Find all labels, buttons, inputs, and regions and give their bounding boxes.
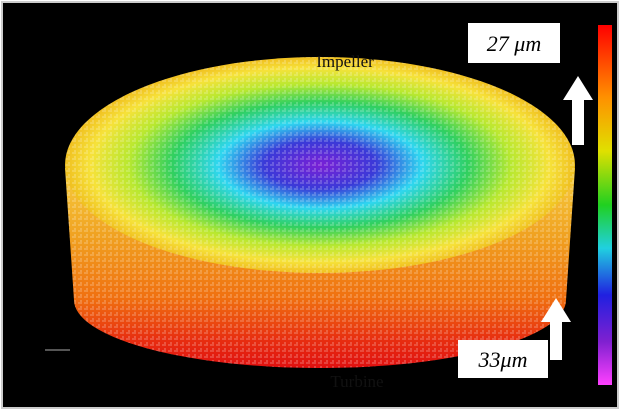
label-bottom: Turbine: [330, 372, 383, 391]
annotation-top: 27 μm: [487, 31, 541, 56]
disk-top-mesh: [65, 57, 575, 273]
color-bar: [598, 25, 612, 385]
simulation-view: 27 μm 33μm Impeller Turbine: [0, 0, 620, 410]
label-top: Impeller: [316, 52, 374, 71]
annotation-bottom: 33μm: [478, 347, 528, 372]
